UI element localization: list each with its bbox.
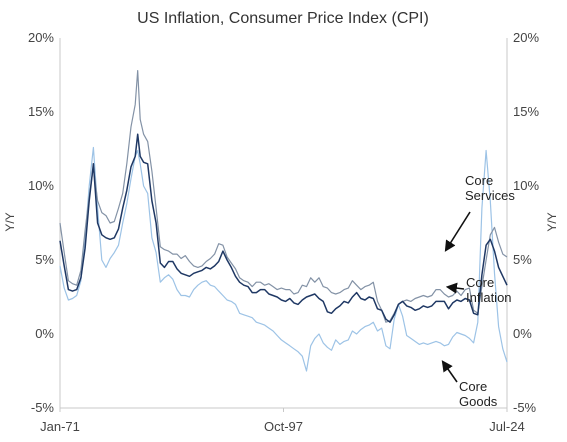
y-tick-label-right: 0% — [513, 326, 532, 341]
annotation-line: Core — [465, 173, 493, 188]
annotation-core-services: Core Services — [465, 173, 515, 203]
y-tick-label-left: 0% — [35, 326, 54, 341]
y-tick-label-left: 15% — [28, 104, 54, 119]
series-line-core-inflation — [59, 133, 508, 323]
annotation-line: Core — [466, 275, 494, 290]
y-tick-label-right: 10% — [513, 178, 539, 193]
annotation-line: Core — [459, 379, 487, 394]
y-axis-title-left: Y/Y — [3, 212, 17, 231]
annotation-arrow-core-inflation — [445, 282, 465, 294]
annotation-core-inflation: Core Inflation — [466, 275, 512, 305]
series-line-core-services — [59, 70, 508, 323]
x-tick-label: Jul-24 — [489, 419, 524, 434]
annotation-core-goods: Core Goods — [459, 379, 498, 409]
annotation-line: Inflation — [466, 290, 512, 305]
y-ticks-left: -5% 0% 5% 10% 15% 20% — [28, 30, 54, 415]
y-tick-label-right: 20% — [513, 30, 539, 45]
x-tick-label: Oct-97 — [264, 419, 303, 434]
y-axis-title-right: Y/Y — [545, 212, 559, 231]
chart-title: US Inflation, Consumer Price Index (CPI) — [137, 10, 429, 27]
x-ticks: Jan-71 Oct-97 Jul-24 — [40, 408, 525, 434]
y-tick-label-right: 5% — [513, 252, 532, 267]
series-group — [59, 70, 508, 372]
y-ticks-right: -5% 0% 5% 10% 15% 20% — [513, 30, 539, 415]
x-tick-label: Jan-71 — [40, 419, 80, 434]
annotation-arrow-core-goods — [441, 360, 458, 383]
y-tick-label-left: -5% — [31, 400, 55, 415]
y-tick-label-left: 10% — [28, 178, 54, 193]
annotation-line: Goods — [459, 394, 498, 409]
series-line-core-goods — [59, 146, 508, 372]
annotation-line: Services — [465, 188, 515, 203]
y-tick-label-right: -5% — [513, 400, 537, 415]
chart-axes — [59, 38, 508, 409]
y-tick-label-left: 20% — [28, 30, 54, 45]
y-tick-label-right: 15% — [513, 104, 539, 119]
annotation-arrow-core-services — [444, 211, 471, 252]
y-tick-label-left: 5% — [35, 252, 54, 267]
